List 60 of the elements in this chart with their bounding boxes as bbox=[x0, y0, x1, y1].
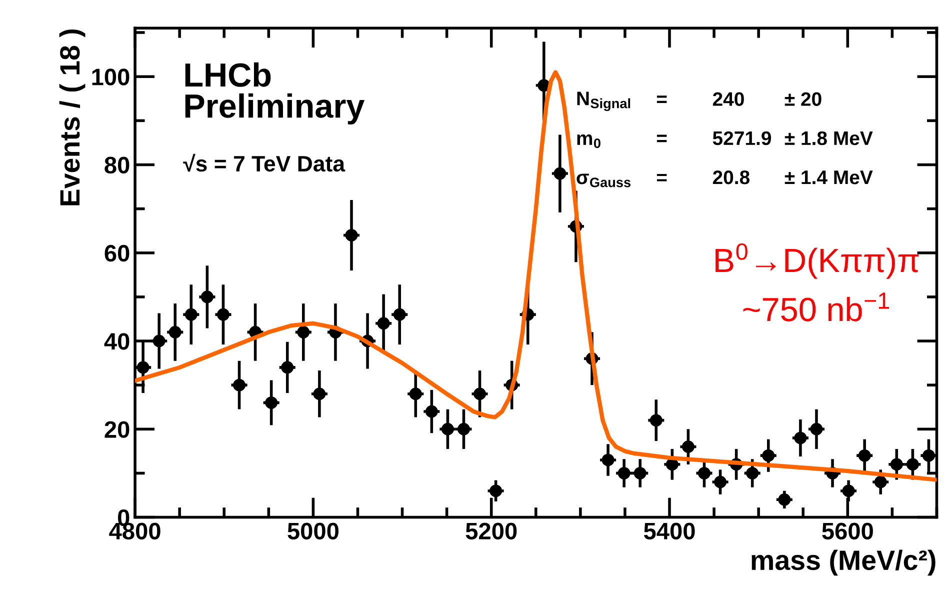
point bbox=[377, 317, 390, 330]
point bbox=[168, 326, 182, 338]
point bbox=[281, 361, 294, 374]
annotation: 20.8 bbox=[712, 170, 750, 184]
point bbox=[602, 454, 614, 466]
point bbox=[858, 449, 871, 462]
point bbox=[698, 466, 710, 480]
point bbox=[666, 458, 678, 471]
x-axis-title: mass (MeV/c²) bbox=[752, 550, 936, 576]
annotation: σ$_{Gauss}$ bbox=[576, 174, 631, 188]
point bbox=[842, 484, 855, 498]
point bbox=[746, 466, 759, 480]
point bbox=[409, 388, 422, 400]
point bbox=[714, 476, 727, 488]
y-tick-label: 20 bbox=[104, 421, 130, 438]
x-tick-label: 5600 bbox=[822, 522, 873, 540]
y-tick-label: 40 bbox=[104, 333, 130, 350]
annotation: N$_{Signal}$ bbox=[577, 92, 630, 112]
x-tick-label: 5200 bbox=[466, 522, 517, 540]
annotation: LHCb Preliminary bbox=[185, 62, 365, 124]
annotation: 5271.9 bbox=[712, 131, 772, 146]
annotation: m$_{0}$ bbox=[577, 134, 600, 148]
point bbox=[393, 308, 406, 321]
point bbox=[554, 167, 566, 180]
point bbox=[650, 414, 662, 427]
point bbox=[682, 440, 694, 454]
point bbox=[874, 476, 887, 488]
annotation: ~750 nb$^{−1}$ bbox=[743, 292, 890, 322]
y-axis-title: Events / ( 18 ) bbox=[59, 29, 86, 206]
point bbox=[216, 308, 230, 321]
annotation: √s = 7 TeV Data bbox=[183, 154, 346, 172]
x-tick-label: 5400 bbox=[644, 522, 695, 540]
point bbox=[265, 396, 278, 409]
point bbox=[200, 290, 214, 304]
y-tick-label: 80 bbox=[104, 156, 130, 174]
annotation: ± 1.4 MeV bbox=[784, 170, 873, 184]
point bbox=[762, 449, 775, 462]
point bbox=[297, 326, 310, 338]
point bbox=[136, 361, 150, 374]
point bbox=[778, 493, 791, 506]
point bbox=[313, 388, 326, 400]
point bbox=[425, 405, 438, 418]
y-tick-label: 100 bbox=[92, 68, 130, 86]
annotation: B$^{0}$→D(Kππ)π bbox=[716, 243, 919, 279]
y-tick-label: 60 bbox=[104, 244, 130, 262]
annotation: = bbox=[656, 174, 667, 182]
annotation: = bbox=[656, 96, 667, 104]
point bbox=[474, 388, 486, 400]
point bbox=[184, 308, 198, 321]
annotation: ± 20 bbox=[784, 92, 822, 106]
point bbox=[233, 378, 246, 392]
point bbox=[794, 432, 807, 444]
x-tick-label: 5000 bbox=[288, 522, 338, 540]
point bbox=[810, 422, 823, 436]
point bbox=[345, 228, 358, 242]
annotation: = bbox=[656, 134, 667, 142]
point bbox=[490, 484, 502, 498]
annotation: 240 bbox=[712, 92, 744, 106]
point bbox=[922, 449, 935, 462]
annotation: ± 1.8 MeV bbox=[784, 131, 873, 146]
